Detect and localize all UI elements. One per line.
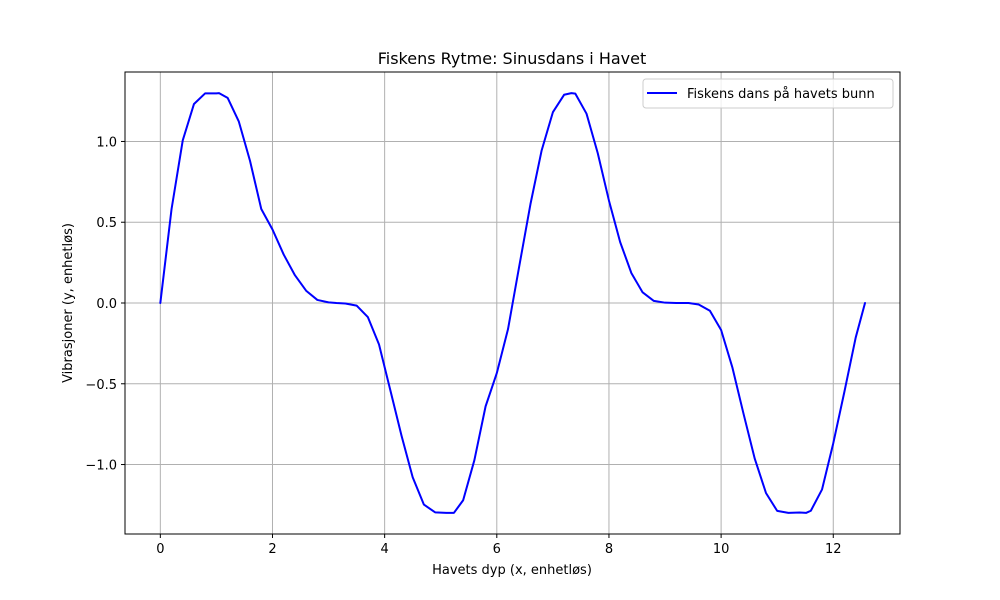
- x-tick-label: 6: [493, 542, 501, 557]
- x-tick-label: 0: [156, 542, 164, 557]
- y-tick-label: 1.0: [96, 135, 117, 150]
- y-tick-label: −0.5: [85, 378, 117, 393]
- series-layer: [159, 92, 867, 514]
- legend-label: Fiskens dans på havets bunn: [687, 87, 875, 102]
- y-axis-label: Vibrasjoner (y, enhetløs): [61, 223, 76, 383]
- legend-box: [642, 78, 894, 109]
- y-tick-label: 0.5: [96, 216, 117, 231]
- x-tick-label: 12: [825, 542, 842, 557]
- chart-title: Fiskens Rytme: Sinusdans i Havet: [378, 49, 647, 68]
- x-tick-label: 2: [268, 542, 276, 557]
- x-axis-label: Havets dyp (x, enhetløs): [432, 563, 592, 578]
- x-tick-label: 10: [713, 542, 730, 557]
- x-tick-label: 4: [381, 542, 389, 557]
- legend: Fiskens dans på havets bunn: [642, 78, 894, 109]
- grid: [125, 72, 900, 534]
- x-axis: 0 2 4 6 8 10 12: [156, 534, 842, 557]
- x-tick-label: 8: [605, 542, 613, 557]
- y-tick-label: 0.0: [96, 297, 117, 312]
- y-tick-label: −1.0: [85, 459, 117, 474]
- y-axis: −1.0 −0.5 0.0 0.5 1.0: [85, 135, 125, 474]
- series-line: [159, 92, 867, 514]
